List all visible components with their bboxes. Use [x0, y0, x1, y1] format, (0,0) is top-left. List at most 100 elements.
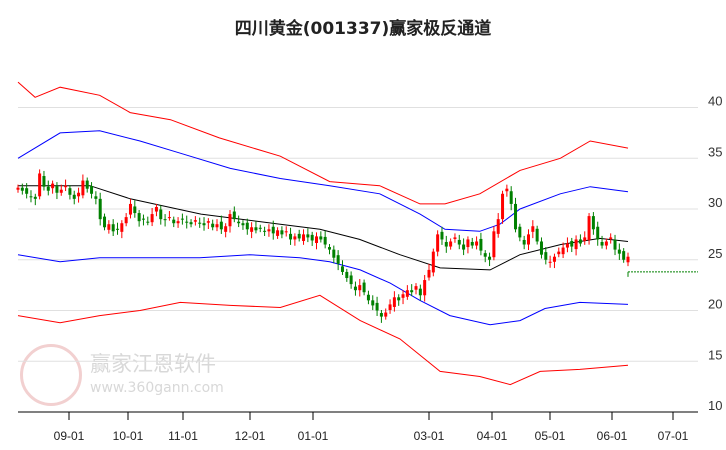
candle-body [319, 236, 323, 240]
candle-body [176, 221, 180, 224]
watermark-logo [20, 344, 82, 406]
candle-body [483, 253, 487, 257]
watermark-url: www.360gann.com [90, 380, 224, 396]
candle-body [128, 203, 132, 215]
candle-body [475, 241, 479, 246]
candle-body [293, 236, 297, 240]
candle-body [427, 269, 431, 278]
candle-body [141, 218, 145, 220]
x-tick-label: 10-01 [113, 429, 144, 443]
candle-body [436, 234, 440, 252]
candle-body [353, 286, 357, 291]
candle-body [254, 227, 258, 231]
candle-body [539, 241, 543, 255]
candle-body [77, 192, 81, 197]
candle-body [172, 219, 176, 224]
candle-body [55, 186, 59, 193]
candle-body [526, 234, 530, 245]
y-tick-label: 25 [708, 246, 722, 261]
candle-body [206, 221, 210, 223]
candle-body [457, 239, 461, 245]
candle-body [332, 249, 336, 258]
candle-body [237, 221, 241, 224]
x-tick-label: 11-01 [168, 429, 198, 443]
candle-body [518, 226, 522, 238]
channel-inner-upper [17, 130, 629, 232]
candle-body [604, 241, 608, 246]
candle-body [440, 231, 444, 240]
candle-body [561, 247, 565, 255]
candle-body [297, 233, 301, 239]
candle-body [163, 219, 167, 221]
candle-body [68, 188, 72, 195]
candle-body [258, 227, 262, 229]
candle-body [72, 194, 76, 199]
x-tick-label: 12-01 [235, 429, 266, 443]
candle-body [379, 313, 383, 317]
channel-outer-lower [17, 294, 629, 386]
candle-body [42, 176, 46, 187]
x-tick-label: 05-01 [535, 429, 566, 443]
candle-body [159, 209, 163, 220]
candle-body [358, 285, 362, 291]
candle-body [33, 196, 37, 199]
candle-body [371, 300, 375, 306]
candle-body [202, 223, 206, 226]
candle-body [414, 286, 418, 290]
candle-body [488, 256, 492, 260]
y-tick-label: 40 [708, 94, 722, 109]
candle-body [596, 226, 600, 240]
candle-body [310, 234, 314, 241]
candle-body [64, 185, 68, 188]
candle-body [548, 261, 552, 263]
candle-body [340, 266, 344, 272]
candle-body [219, 221, 223, 230]
candle-body [250, 227, 254, 232]
candle-body [570, 240, 574, 247]
candle-body [444, 241, 448, 247]
candle-body [59, 189, 63, 193]
candle-body [232, 211, 236, 220]
candle-body [150, 214, 154, 223]
candle-body [578, 239, 582, 244]
candle-body [453, 237, 457, 239]
candle-body [280, 230, 284, 235]
watermark-text: 赢家江恩软件 [90, 352, 216, 376]
candle-body [405, 290, 409, 297]
y-tick-label: 30 [708, 195, 722, 210]
candle-body [137, 213, 141, 222]
candle-body [154, 206, 158, 212]
candle-body [362, 282, 366, 293]
candle-body [315, 236, 319, 244]
candle-body [410, 290, 414, 293]
candle-body [552, 256, 556, 262]
candle-body [479, 238, 483, 251]
candle-body [193, 220, 197, 222]
candle-body [103, 216, 107, 228]
candle-body [120, 223, 124, 232]
candle-body [492, 231, 496, 258]
candle-body [289, 233, 293, 240]
candle-body [423, 280, 427, 296]
candle-body [565, 243, 569, 248]
candle-body [94, 196, 98, 199]
channel-middle [18, 185, 629, 271]
candle-body [609, 237, 613, 239]
candle-body [323, 236, 327, 245]
candle-body [276, 230, 280, 236]
candle-body [189, 222, 193, 225]
candle-body [600, 241, 604, 246]
candle-body [306, 234, 310, 238]
candle-body [535, 228, 539, 242]
candle-body [327, 247, 331, 250]
candle-body [622, 251, 626, 260]
candle-body [613, 239, 617, 250]
candle-body [241, 223, 245, 226]
candle-body [375, 302, 379, 311]
y-tick-label: 15 [708, 347, 722, 362]
candle-body [466, 239, 470, 248]
candle-body [514, 203, 518, 230]
candle-body [224, 226, 228, 232]
candle-body [38, 173, 42, 197]
